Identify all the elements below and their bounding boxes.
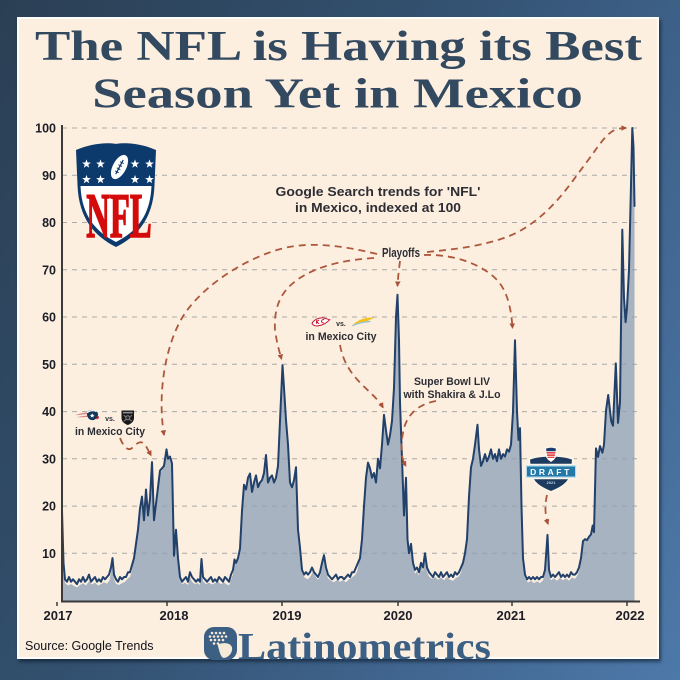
svg-text:vs.: vs. [336, 321, 346, 328]
svg-text:80: 80 [42, 216, 56, 230]
svg-text:in Mexico City: in Mexico City [75, 426, 146, 438]
svg-text:10: 10 [42, 547, 56, 561]
svg-text:Source: Google Trends: Source: Google Trends [25, 639, 154, 653]
svg-text:Google Search trends for 'NFL': Google Search trends for 'NFL' [276, 184, 481, 199]
svg-text:with Shakira & J.Lo: with Shakira & J.Lo [403, 389, 501, 401]
svg-text:2019: 2019 [273, 608, 302, 623]
svg-text:70: 70 [42, 263, 56, 277]
svg-text:20: 20 [42, 500, 56, 514]
svg-text:50: 50 [42, 358, 56, 372]
svg-text:2021: 2021 [497, 608, 526, 623]
svg-text:2020: 2020 [384, 608, 413, 623]
svg-text:Season Yet in Mexico: Season Yet in Mexico [92, 70, 583, 117]
svg-text:2018: 2018 [160, 608, 189, 623]
svg-text:in Mexico City: in Mexico City [306, 331, 378, 343]
svg-text:90: 90 [42, 169, 56, 183]
svg-text:2021: 2021 [547, 480, 557, 485]
svg-text:in Mexico, indexed at 100: in Mexico, indexed at 100 [295, 200, 461, 215]
svg-text:DRAFT: DRAFT [530, 467, 572, 477]
svg-text:Super Bowl LIV: Super Bowl LIV [414, 376, 491, 388]
svg-text:40: 40 [42, 405, 56, 419]
svg-text:30: 30 [42, 452, 56, 466]
svg-text:Latinometrics: Latinometrics [238, 625, 491, 668]
svg-text:60: 60 [42, 311, 56, 325]
svg-text:The NFL is Having its Best: The NFL is Having its Best [35, 23, 642, 70]
svg-text:2017: 2017 [44, 608, 73, 623]
svg-text:NFL: NFL [86, 181, 152, 251]
svg-text:2022: 2022 [616, 608, 645, 623]
svg-text:Playoffs: Playoffs [382, 245, 420, 260]
svg-text:vs.: vs. [105, 416, 115, 423]
svg-text:100: 100 [35, 122, 56, 136]
